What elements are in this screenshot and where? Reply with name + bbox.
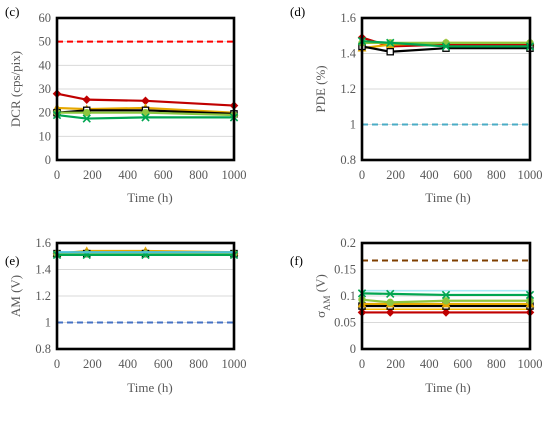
x-tick-label: 800 <box>189 357 208 371</box>
y-tick-label: 0.2 <box>340 236 356 250</box>
series-line-3 <box>56 109 235 115</box>
plot-frame <box>360 16 532 162</box>
y-tick-label: 1.2 <box>340 82 356 96</box>
panel-label: (f) <box>290 253 303 268</box>
plot-frame <box>360 241 532 351</box>
y-tick-label: 1.6 <box>35 236 51 250</box>
data-point <box>83 108 91 117</box>
x-tick-label: 600 <box>453 357 472 371</box>
series-line-3 <box>361 45 530 53</box>
series-line-4 <box>57 111 235 117</box>
y-axis-title: PDE (%) <box>313 65 328 112</box>
data-point <box>441 290 451 300</box>
series-line-5 <box>361 39 530 48</box>
y-tick-label: 0 <box>45 153 51 167</box>
x-tick-label: 600 <box>453 168 472 182</box>
y-tick-label: 1.4 <box>35 263 51 277</box>
x-tick-label: 200 <box>83 168 102 182</box>
y-tick-label: 50 <box>39 35 52 49</box>
y-tick-label: 1 <box>45 316 51 330</box>
chart-panel-2: (d) 0.8 1 1.2 1.4 1.6 0 200 400 600 800 1000 Time (h… <box>290 4 543 205</box>
data-point <box>386 38 395 48</box>
x-tick-label: 0 <box>54 168 60 182</box>
x-tick-label: 0 <box>359 357 365 371</box>
x-tick-label: 0 <box>359 168 365 182</box>
panel-label: (c) <box>5 4 19 19</box>
y-tick-label: 0.8 <box>340 153 356 167</box>
data-point <box>82 95 92 104</box>
series-line-2 <box>56 106 235 114</box>
x-tick-label: 800 <box>487 357 506 371</box>
panel-label: (d) <box>290 4 305 19</box>
x-axis-title: Time (h) <box>425 190 470 205</box>
x-tick-label: 1000 <box>518 357 543 371</box>
y-axis-title: AM (V) <box>8 275 23 317</box>
y-tick-label: 10 <box>39 129 52 143</box>
x-tick-label: 200 <box>386 357 405 371</box>
x-tick-label: 0 <box>54 357 60 371</box>
plot-frame <box>55 16 236 162</box>
y-tick-label: 1.4 <box>340 47 356 61</box>
y-tick-label: 40 <box>39 58 52 72</box>
data-point <box>442 297 450 305</box>
data-point <box>385 308 395 317</box>
chart-panel-3: (e) 0.8 1 1.2 1.4 1.6 0 200 400 600 800 1000 Time (h… <box>5 236 247 395</box>
x-axis-title: Time (h) <box>127 380 172 395</box>
data-point <box>82 114 91 123</box>
data-point <box>141 113 150 122</box>
x-tick-label: 1000 <box>518 168 543 182</box>
x-tick-label: 600 <box>154 168 173 182</box>
data-point <box>386 47 394 56</box>
y-axis-title: DCR (cps/pix) <box>8 51 23 127</box>
x-tick-label: 1000 <box>222 357 247 371</box>
x-tick-label: 1000 <box>222 168 247 182</box>
series-line-5 <box>56 113 234 120</box>
y-tick-label: 60 <box>39 11 52 25</box>
chart-panel-4: (f) 0 0.05 0.1 0.15 0.2 0 200 400 600 800 1000 Time … <box>290 236 543 395</box>
y-tick-label: 20 <box>39 106 52 120</box>
series-line-4 <box>361 298 530 304</box>
y-tick-label: 0.1 <box>340 289 356 303</box>
data-point <box>441 42 451 51</box>
x-axis-title: Time (h) <box>127 190 172 205</box>
x-tick-label: 400 <box>118 357 137 371</box>
data-point <box>441 308 451 317</box>
x-tick-label: 800 <box>189 168 208 182</box>
y-tick-label: 1.6 <box>340 11 356 25</box>
x-tick-label: 400 <box>420 168 439 182</box>
y-tick-label: 1 <box>350 118 356 132</box>
x-tick-label: 800 <box>487 168 506 182</box>
data-point <box>141 108 150 117</box>
y-tick-label: 0 <box>350 342 356 356</box>
series-line-5 <box>361 292 530 297</box>
y-tick-label: 1.2 <box>35 289 51 303</box>
x-tick-label: 400 <box>118 168 137 182</box>
x-tick-label: 600 <box>154 357 173 371</box>
y-tick-label: 0.15 <box>334 263 356 277</box>
series-line-1 <box>56 92 235 107</box>
y-tick-label: 0.8 <box>35 342 51 356</box>
x-tick-label: 200 <box>83 357 102 371</box>
plot-frame <box>55 241 236 351</box>
x-axis-title: Time (h) <box>425 380 470 395</box>
panel-label: (e) <box>5 253 19 268</box>
x-tick-label: 400 <box>420 357 439 371</box>
y-tick-label: 0.05 <box>334 316 356 330</box>
data-point <box>386 298 394 307</box>
y-axis-title: σAM (V) <box>313 274 333 318</box>
data-point <box>386 289 395 299</box>
y-tick-label: 30 <box>39 82 52 96</box>
x-tick-label: 200 <box>386 168 405 182</box>
